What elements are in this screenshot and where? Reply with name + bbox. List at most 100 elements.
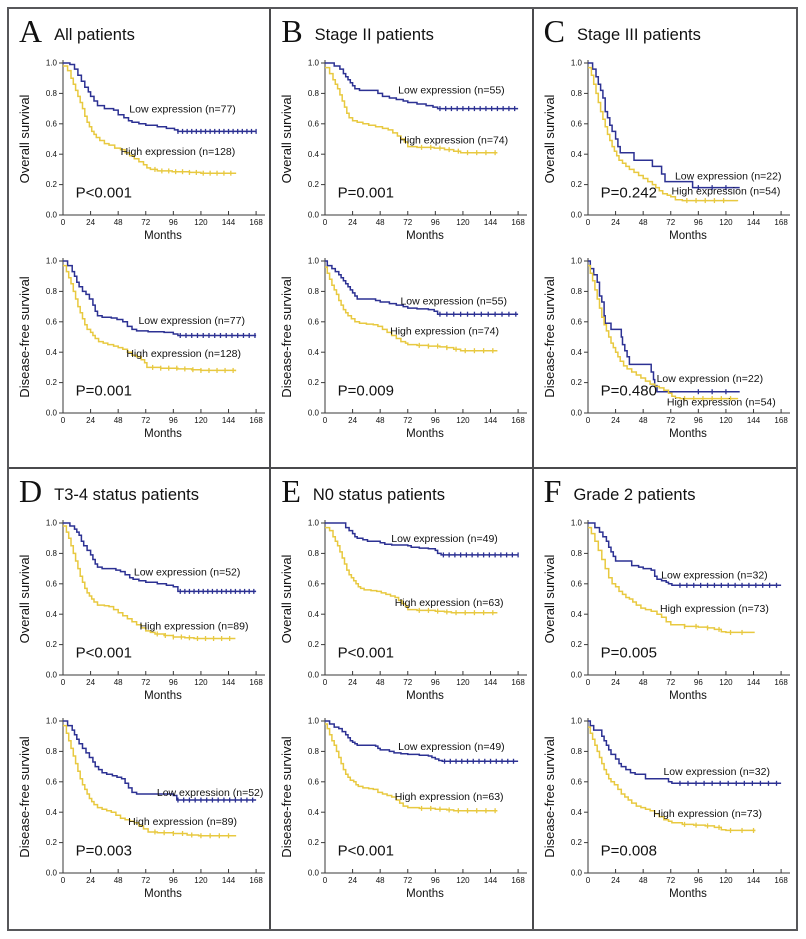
x-tick-label: 0 [61,218,66,227]
y-tick-label: 0.6 [308,119,320,128]
y-tick-label: 0.2 [571,838,583,847]
low-expression-curve [63,62,257,133]
x-tick-label: 144 [222,678,236,687]
y-tick-label: 0.4 [308,610,320,619]
low-expression-label: Low expression (n=32) [661,569,768,581]
high-expression-label: High expression (n=63) [395,791,504,803]
x-tick-label: 120 [719,678,733,687]
low-expression-curve [63,522,257,593]
x-tick-label: 48 [638,416,647,425]
x-tick-label: 72 [404,416,413,425]
x-tick-label: 72 [666,416,675,425]
y-tick-label: 0.8 [571,287,583,296]
low-expression-label: Low expression (n=32) [663,766,770,778]
x-tick-label: 120 [194,678,208,687]
y-tick-label: 0.6 [46,579,58,588]
panel-letter: C [543,13,565,49]
x-tick-label: 0 [585,876,590,885]
x-tick-label: 168 [249,876,263,885]
x-tick-label: 144 [484,876,498,885]
x-tick-label: 96 [431,218,440,227]
x-tick-label: 144 [222,218,236,227]
y-tick-label: 0.0 [46,671,58,680]
disease-free-survival-chart: 0.0 0.2 0.4 0.6 0.8 1.0 0 24 48 72 96 120 144 168 Mont… [279,713,531,903]
y-tick-label: 0.8 [308,549,320,558]
x-tick-label: 0 [585,678,590,687]
x-tick-label: 48 [114,876,123,885]
km-plot: 0.0 0.2 0.4 0.6 0.8 1.0 0 24 48 72 96 120 144 168 Mont… [17,59,265,242]
x-tick-label: 0 [61,416,66,425]
x-tick-label: 96 [431,876,440,885]
high-expression-label: High expression (n=74) [390,326,499,338]
disease-free-survival-chart: 0.0 0.2 0.4 0.6 0.8 1.0 0 24 48 72 96 120 144 168 Mont… [17,253,269,443]
x-tick-label: 96 [169,876,178,885]
x-tick-label: 24 [348,218,357,227]
y-tick-label: 0.2 [308,640,320,649]
panel-letter: A [19,13,43,49]
high-expression-label: High expression (n=63) [395,597,504,609]
panel-title: Grade 2 patients [573,486,696,504]
y-axis-label: Disease-free survival [17,736,32,857]
km-plot: 0.0 0.2 0.4 0.6 0.8 1.0 0 24 48 72 96 120 144 168 Mont… [542,59,790,242]
km-plot: 0.0 0.2 0.4 0.6 0.8 1.0 0 24 48 72 96 120 144 168 Mont… [542,519,790,702]
high-expression-curve [63,264,237,372]
x-tick-label: 0 [323,416,328,425]
y-tick-label: 0.4 [571,808,583,817]
y-tick-label: 1.0 [308,59,320,68]
x-tick-label: 72 [141,218,150,227]
x-axis-label: Months [144,888,182,900]
x-tick-label: 144 [746,678,760,687]
p-value-label: P<0.001 [76,645,132,662]
y-tick-label: 0.6 [571,579,583,588]
y-tick-label: 0.8 [308,89,320,98]
panel-letter: E [281,473,301,509]
high-expression-curve [587,726,756,832]
p-value-label: P=0.242 [600,185,656,202]
y-axis-label: Disease-free survival [17,276,32,397]
overall-survival-chart: 0.0 0.2 0.4 0.6 0.8 1.0 0 24 48 72 96 120 144 168 Mont… [542,515,796,705]
x-tick-label: 168 [774,416,788,425]
y-tick-label: 0.8 [46,287,58,296]
y-tick-label: 0.0 [308,869,320,878]
x-tick-label: 96 [169,218,178,227]
x-tick-label: 24 [86,876,95,885]
x-axis-label: Months [144,690,182,702]
low-expression-curve [325,720,519,763]
y-tick-label: 0.2 [46,838,58,847]
y-tick-label: 0.0 [46,869,58,878]
x-tick-label: 24 [348,678,357,687]
x-tick-label: 0 [61,876,66,885]
low-expression-curve [325,62,519,110]
x-tick-label: 96 [694,218,703,227]
panel-c: C Stage III patients 0.0 0.2 0.4 0.6 0.8 1.0 0… [533,9,796,469]
low-expression-curve [63,720,257,801]
panel-header: B Stage II patients [279,15,529,55]
disease-free-survival-chart: 0.0 0.2 0.4 0.6 0.8 1.0 0 24 48 72 96 120 144 168 Mont… [279,253,531,443]
y-tick-label: 1.0 [308,519,320,528]
y-axis-label: Disease-free survival [279,276,294,397]
y-tick-label: 0.8 [46,747,58,756]
panel-f: F Grade 2 patients 0.0 0.2 0.4 0.6 0.8 1.0 0 24… [534,469,796,929]
high-expression-label: High expression (n=89) [140,620,249,632]
high-expression-label: High expression (n=128) [121,146,236,158]
x-tick-label: 72 [404,876,413,885]
x-tick-label: 96 [694,678,703,687]
x-tick-label: 168 [512,876,526,885]
x-axis-label: Months [406,888,444,900]
x-tick-label: 144 [746,876,760,885]
y-tick-label: 0.2 [571,378,583,387]
x-tick-label: 144 [484,416,498,425]
x-tick-label: 120 [457,678,471,687]
y-tick-label: 0.6 [308,579,320,588]
figure-frame: A All patients 0.0 0.2 0.4 0.6 0.8 1.0 0 24 48 72… [7,7,798,931]
y-tick-label: 0.2 [308,180,320,189]
x-axis-label: Months [406,690,444,702]
y-tick-label: 0.4 [308,808,320,817]
y-tick-label: 0.0 [308,211,320,220]
x-axis-label: Months [406,428,444,440]
x-tick-label: 120 [719,876,733,885]
x-axis-label: Months [669,690,707,702]
y-axis-label: Overall survival [279,554,294,643]
panel-title: N0 status patients [312,486,445,504]
low-expression-curve [63,260,257,337]
